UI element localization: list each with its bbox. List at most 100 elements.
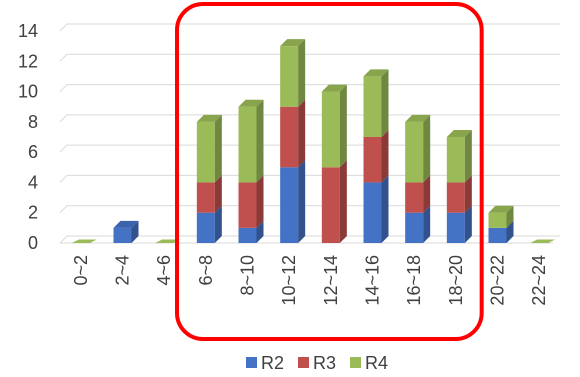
bar-top [280, 39, 306, 47]
bar-top [113, 220, 139, 228]
bar-R3-6~8 [196, 175, 222, 213]
bar-side [381, 175, 389, 243]
bar-front [446, 182, 465, 213]
y-tick-label: 4 [28, 172, 38, 192]
bar-front [238, 106, 257, 183]
bar-front [280, 106, 299, 168]
gridlines [59, 23, 560, 244]
bar-front [446, 137, 465, 183]
legend-label: R2 [261, 353, 284, 373]
bar-R4-6~8 [196, 114, 222, 183]
bar-R4-18~20 [446, 130, 472, 183]
bar-front [405, 212, 424, 243]
bar-R4-12~14 [321, 84, 347, 168]
bar-front [488, 227, 507, 243]
bar-R4-16~18 [405, 114, 431, 183]
x-tick-label: 0~2 [71, 255, 91, 286]
y-tick-label: 8 [28, 112, 38, 132]
bar-R2-10~12 [280, 160, 306, 243]
x-tick-label: 20~22 [488, 255, 508, 306]
bar-front [363, 76, 382, 137]
legend-swatch [350, 357, 361, 368]
bar-top [405, 114, 431, 122]
bar-front [363, 182, 382, 243]
bar-side [423, 114, 431, 183]
highlight-rect [175, 2, 484, 341]
gridline [59, 144, 560, 153]
y-tick-label: 0 [28, 233, 38, 253]
bar-side [423, 205, 431, 243]
bar-R4-14~16 [363, 69, 389, 137]
gridline [59, 205, 560, 214]
bar-R3-10~12 [280, 99, 306, 168]
bar-front [321, 167, 340, 243]
bar-front [405, 182, 424, 213]
gridline [59, 53, 560, 62]
bar-side [214, 205, 222, 243]
bar-R4-8~10 [238, 99, 264, 183]
bar-side [464, 205, 472, 243]
bar-side [256, 99, 264, 183]
bar-side [256, 175, 264, 228]
highlight-box [175, 2, 484, 341]
legend-item-R2: R2 [246, 353, 284, 373]
bar-R2-18~20 [446, 205, 472, 243]
x-tick-label: 4~6 [154, 255, 174, 286]
y-axis: 0 2 4 6 8 10 12 14 [18, 21, 38, 253]
legend: R2 R3 R4 [246, 353, 388, 373]
bar-top [321, 84, 347, 92]
bar-side [381, 130, 389, 183]
bar-side [339, 84, 347, 168]
bar-front [113, 227, 132, 243]
bar-front [321, 91, 340, 168]
gridline [59, 84, 560, 92]
x-tick-label: 12~14 [321, 255, 341, 306]
bar-front [488, 212, 507, 228]
x-tick-label: 8~10 [238, 255, 258, 296]
bar-top [446, 130, 472, 137]
gridline [59, 23, 560, 32]
bar-side [298, 160, 306, 243]
bar-front [280, 167, 299, 243]
bar-front [238, 182, 257, 228]
bar-front [446, 212, 465, 243]
bar-side [506, 220, 514, 243]
bar-top [238, 99, 264, 107]
gridline [59, 174, 560, 183]
bar-top [196, 114, 222, 122]
x-tick-label: 18~20 [446, 255, 466, 306]
bar-R3-16~18 [405, 175, 431, 213]
bar-front [238, 227, 257, 243]
x-tick-label: 6~8 [196, 255, 216, 286]
bar-front [196, 212, 215, 243]
y-tick-label: 6 [28, 142, 38, 162]
y-tick-label: 14 [18, 21, 38, 41]
bar-R4-10~12 [280, 39, 306, 107]
legend-label: R3 [313, 353, 336, 373]
bar-side [131, 220, 139, 243]
x-tick-label: 22~24 [529, 255, 549, 306]
legend-swatch [298, 357, 309, 368]
bar-zero-0~2 [71, 239, 97, 243]
bar-side [464, 130, 472, 183]
bar-front [363, 137, 382, 183]
legend-label: R4 [365, 353, 388, 373]
gridline [59, 114, 560, 123]
bar-R2-8~10 [238, 220, 264, 243]
bar-zero-22~24 [530, 239, 556, 243]
bar-R2-20~22 [488, 220, 514, 243]
legend-item-R3: R3 [298, 353, 336, 373]
legend-swatch [246, 357, 257, 368]
bars [71, 39, 556, 243]
bar-R2-14~16 [363, 175, 389, 243]
bar-R3-18~20 [446, 175, 472, 213]
bar-R2-16~18 [405, 205, 431, 243]
bar-side [381, 69, 389, 137]
bar-side [506, 205, 514, 228]
bar-front [280, 46, 299, 107]
bar-side [339, 160, 347, 243]
x-tick-label: 10~12 [279, 255, 299, 306]
bar-side [298, 99, 306, 168]
y-tick-label: 10 [18, 82, 38, 102]
bar-R3-8~10 [238, 175, 264, 228]
